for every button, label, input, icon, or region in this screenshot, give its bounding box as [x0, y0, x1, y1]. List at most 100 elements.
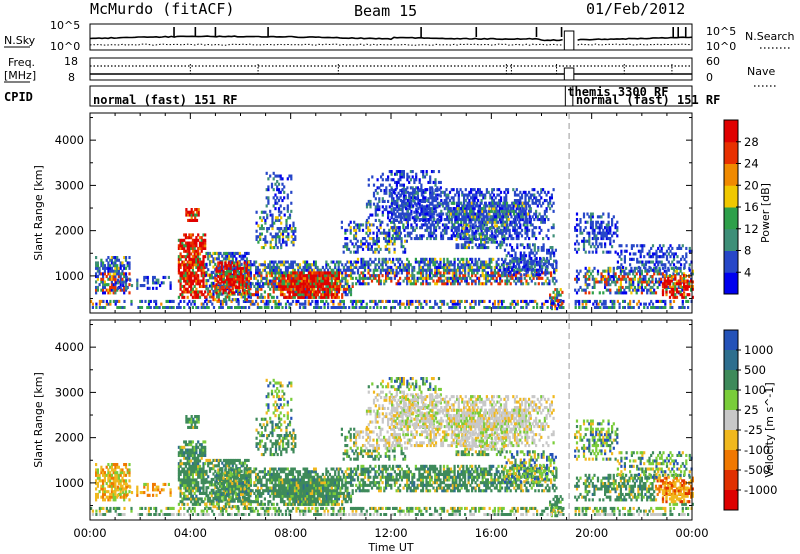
power-cell: [469, 209, 472, 213]
power-cell: [181, 241, 184, 245]
power-cell: [519, 231, 522, 235]
power-cell: [531, 193, 534, 197]
noise-search-label: N.Search: [745, 30, 795, 43]
power-cell: [292, 271, 295, 275]
power-cell: [523, 251, 526, 255]
power-cell: [500, 279, 504, 283]
power-cell: [553, 254, 556, 258]
power-cell: [391, 188, 394, 192]
power-cell: [496, 226, 499, 230]
power-cell: [399, 172, 402, 176]
power-cell: [586, 283, 589, 287]
power-cell: [605, 283, 608, 287]
power-cell: [379, 282, 382, 286]
power-cell: [420, 190, 423, 194]
power-cell: [462, 207, 465, 211]
power-cell: [416, 276, 419, 280]
power-cell: [547, 237, 550, 241]
power-cell: [235, 262, 238, 266]
power-cell: [274, 243, 278, 247]
power-cell: [177, 268, 180, 272]
power-cell: [330, 284, 333, 288]
power-cell: [422, 212, 425, 216]
power-cell: [458, 276, 461, 280]
power-cell: [224, 298, 227, 302]
power-cell: [374, 257, 377, 261]
power-cell: [579, 218, 582, 222]
power-cell: [514, 302, 518, 306]
power-cell: [281, 237, 285, 241]
power-cell: [183, 290, 186, 294]
power-cell: [307, 302, 310, 306]
power-cell: [462, 265, 465, 269]
power-cell: [604, 226, 607, 230]
power-cell: [417, 201, 420, 205]
power-cell: [351, 282, 354, 286]
power-cell: [557, 299, 560, 303]
power-cell: [177, 260, 180, 264]
power-cell: [212, 265, 215, 269]
power-cell: [349, 276, 353, 280]
power-cell: [530, 268, 533, 272]
power-cell: [242, 295, 245, 299]
power-cell: [316, 299, 319, 303]
power-cell: [464, 188, 467, 192]
power-cell: [604, 269, 607, 273]
power-cell: [604, 234, 607, 238]
power-cell: [524, 228, 527, 232]
power-cell: [329, 284, 332, 288]
power-cell: [293, 268, 296, 272]
power-cell: [269, 246, 272, 250]
power-cell: [393, 274, 396, 278]
power-cell: [279, 279, 283, 283]
power-cell: [365, 276, 368, 280]
power-cell: [381, 231, 384, 235]
power-cell: [378, 260, 381, 264]
power-cell: [217, 254, 220, 258]
power-cell: [418, 202, 421, 206]
power-cell: [540, 248, 543, 252]
power-cell: [368, 228, 372, 232]
power-cell: [384, 247, 387, 251]
power-cell: [360, 263, 363, 267]
power-cell: [596, 231, 600, 235]
power-cell: [385, 178, 388, 182]
power-cell: [107, 291, 110, 295]
power-cell: [374, 250, 377, 254]
power-cell: [466, 246, 469, 250]
power-cell: [433, 223, 436, 227]
power-cell: [193, 295, 196, 299]
power-cell: [205, 265, 208, 269]
power-cell: [224, 254, 227, 258]
power-cell: [453, 265, 456, 269]
power-cell: [418, 180, 421, 184]
power-cell: [384, 231, 387, 235]
power-cell: [596, 269, 600, 273]
power-cell: [307, 263, 310, 267]
power-cell: [494, 235, 497, 239]
power-cell: [222, 257, 226, 261]
power-cell: [474, 237, 477, 241]
power-cell: [227, 277, 230, 281]
power-cell: [525, 263, 528, 267]
power-cell: [681, 299, 684, 303]
power-cell: [96, 277, 99, 281]
power-cell: [233, 298, 236, 302]
power-cell: [95, 272, 98, 276]
power-cell: [217, 251, 220, 255]
power-cell: [515, 188, 518, 192]
power-cell: [525, 220, 528, 224]
power-cell: [406, 271, 409, 275]
power-cell: [193, 293, 196, 297]
power-cell: [202, 274, 205, 278]
power-cell: [116, 299, 119, 303]
power-cell: [183, 268, 186, 272]
power-cell: [200, 246, 203, 250]
power-cell: [399, 265, 402, 269]
power-cell: [526, 193, 529, 197]
power-cell: [169, 299, 172, 303]
power-cell: [155, 299, 158, 303]
power-cell: [499, 265, 502, 269]
power-cell: [228, 251, 231, 255]
power-cell: [215, 266, 218, 270]
